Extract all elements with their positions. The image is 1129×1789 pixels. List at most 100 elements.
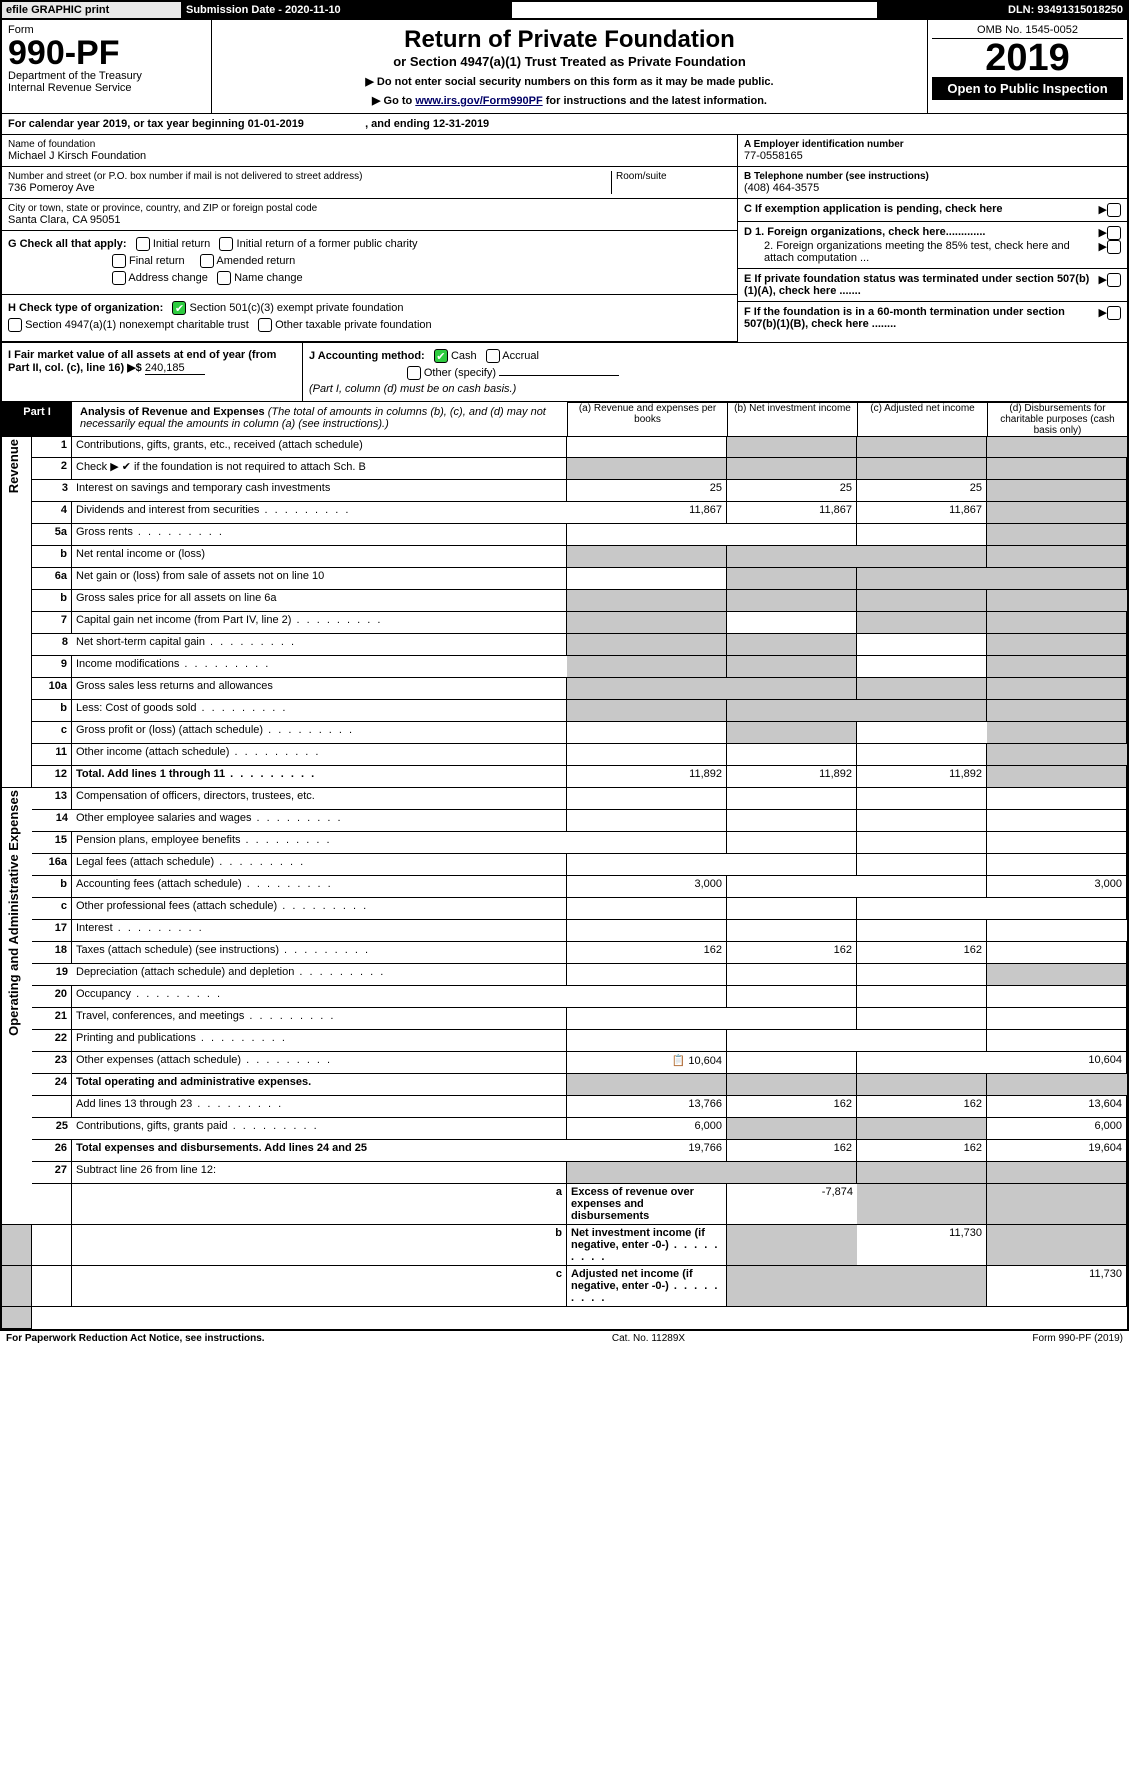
row7-desc: Capital gain net income (from Part IV, l… [72, 612, 567, 634]
row25-a: 6,000 [567, 1118, 727, 1140]
row27b-a [727, 1225, 857, 1266]
check-initial-former[interactable] [219, 237, 233, 251]
row6a-b [727, 568, 857, 590]
check-name[interactable] [217, 271, 231, 285]
foundation-name: Michael J Kirsch Foundation [8, 150, 731, 162]
check-other[interactable] [407, 366, 421, 380]
row25-desc: Contributions, gifts, grants paid [72, 1118, 567, 1140]
h-4947: Section 4947(a)(1) nonexempt charitable … [25, 319, 249, 331]
check-accrual[interactable] [486, 349, 500, 363]
address: 736 Pomeroy Ave [8, 182, 611, 194]
row2-a [567, 458, 727, 480]
check-d2[interactable] [1107, 240, 1121, 254]
row16b-b [727, 876, 857, 898]
row14-a [567, 810, 727, 832]
row10c-desc: Gross profit or (loss) (attach schedule) [72, 722, 567, 744]
row16c-d [987, 898, 1127, 920]
row27-desc: Subtract line 26 from line 12: [72, 1162, 567, 1184]
col-d-hdr: (d) Disbursements for charitable purpose… [987, 402, 1127, 436]
row26-c: 162 [857, 1140, 987, 1162]
row14-d [987, 810, 1127, 832]
row27-b [727, 1162, 857, 1184]
row1-d [987, 436, 1127, 458]
row11-a [567, 744, 727, 766]
row8-a [567, 634, 727, 656]
row16a-c [857, 854, 987, 876]
row16c-num: c [32, 898, 72, 920]
row27c-a [727, 1266, 857, 1307]
row10c-num: c [32, 722, 72, 744]
row10a-b [727, 678, 857, 700]
row17-c [857, 920, 987, 942]
row23-desc: Other expenses (attach schedule) [72, 1052, 567, 1074]
row27a-d [2, 1225, 32, 1266]
j-accrual: Accrual [502, 350, 539, 362]
check-amended[interactable] [200, 254, 214, 268]
row8-c [857, 634, 987, 656]
row3-desc: Interest on savings and temporary cash i… [72, 480, 567, 502]
row19-b [727, 964, 857, 986]
row16b-a: 3,000 [567, 876, 727, 898]
row13-desc: Compensation of officers, directors, tru… [72, 788, 567, 810]
row27c-spacer [32, 1266, 72, 1307]
addr-label: Number and street (or P.O. box number if… [8, 171, 611, 182]
instruction-line-1: ▶ Do not enter social security numbers o… [218, 75, 921, 88]
row9-c [857, 656, 987, 678]
row12-c: 11,892 [857, 766, 987, 788]
row17-d [987, 920, 1127, 942]
row2-b [727, 458, 857, 480]
top-bar: efile GRAPHIC print Submission Date - 20… [2, 2, 1127, 20]
check-d1[interactable] [1107, 226, 1121, 240]
check-c[interactable] [1107, 203, 1121, 217]
part1-tag: Part I [2, 402, 72, 436]
check-initial[interactable] [136, 237, 150, 251]
row20-a [567, 986, 727, 1008]
row20-d [987, 986, 1127, 1008]
row2-num: 2 [32, 458, 72, 480]
row20-desc: Occupancy [72, 986, 567, 1008]
part1-table: Revenue 1Contributions, gifts, grants, e… [2, 436, 1127, 1329]
row16a-b [727, 854, 857, 876]
row17-b [727, 920, 857, 942]
row15-desc: Pension plans, employee benefits [72, 832, 567, 854]
footer-left: For Paperwork Reduction Act Notice, see … [6, 1333, 265, 1344]
check-4947[interactable] [8, 318, 22, 332]
i-block: I Fair market value of all assets at end… [2, 343, 302, 401]
check-address[interactable] [112, 271, 126, 285]
entity-right: A Employer identification number 77-0558… [737, 135, 1127, 342]
cal-end: 12-31-2019 [433, 118, 489, 130]
row23-num: 23 [32, 1052, 72, 1074]
row7-num: 7 [32, 612, 72, 634]
row6b-c [857, 590, 987, 612]
tel-label: B Telephone number (see instructions) [744, 171, 1121, 182]
d2-label: 2. Foreign organizations meeting the 85%… [744, 240, 1099, 264]
check-other-tax[interactable] [258, 318, 272, 332]
row23-b [727, 1052, 857, 1074]
row24-b [727, 1074, 857, 1096]
row11-desc: Other income (attach schedule) [72, 744, 567, 766]
check-f[interactable] [1107, 306, 1121, 320]
check-e[interactable] [1107, 273, 1121, 287]
row26-desc: Total expenses and disbursements. Add li… [72, 1140, 567, 1162]
col-b-hdr: (b) Net investment income [727, 402, 857, 436]
form-link[interactable]: www.irs.gov/Form990PF [415, 95, 542, 107]
row20-c [857, 986, 987, 1008]
row10b-c [857, 700, 987, 722]
row19-a [567, 964, 727, 986]
check-cash[interactable] [434, 349, 448, 363]
row27b-num: b [72, 1225, 567, 1266]
row10b-a [567, 700, 727, 722]
row27a-num: a [72, 1184, 567, 1225]
row4-d [987, 502, 1127, 524]
i-j-row: I Fair market value of all assets at end… [2, 343, 1127, 402]
submission-date: Submission Date - 2020-11-10 [182, 2, 512, 18]
g-amended: Amended return [216, 255, 295, 267]
row10a-d [987, 678, 1127, 700]
row22-num: 22 [32, 1030, 72, 1052]
row24b-desc: Add lines 13 through 23 [72, 1096, 567, 1118]
row16b-num: b [32, 876, 72, 898]
row1-a [567, 436, 727, 458]
check-final[interactable] [112, 254, 126, 268]
check-501c3[interactable] [172, 301, 186, 315]
row6b-d [987, 590, 1127, 612]
